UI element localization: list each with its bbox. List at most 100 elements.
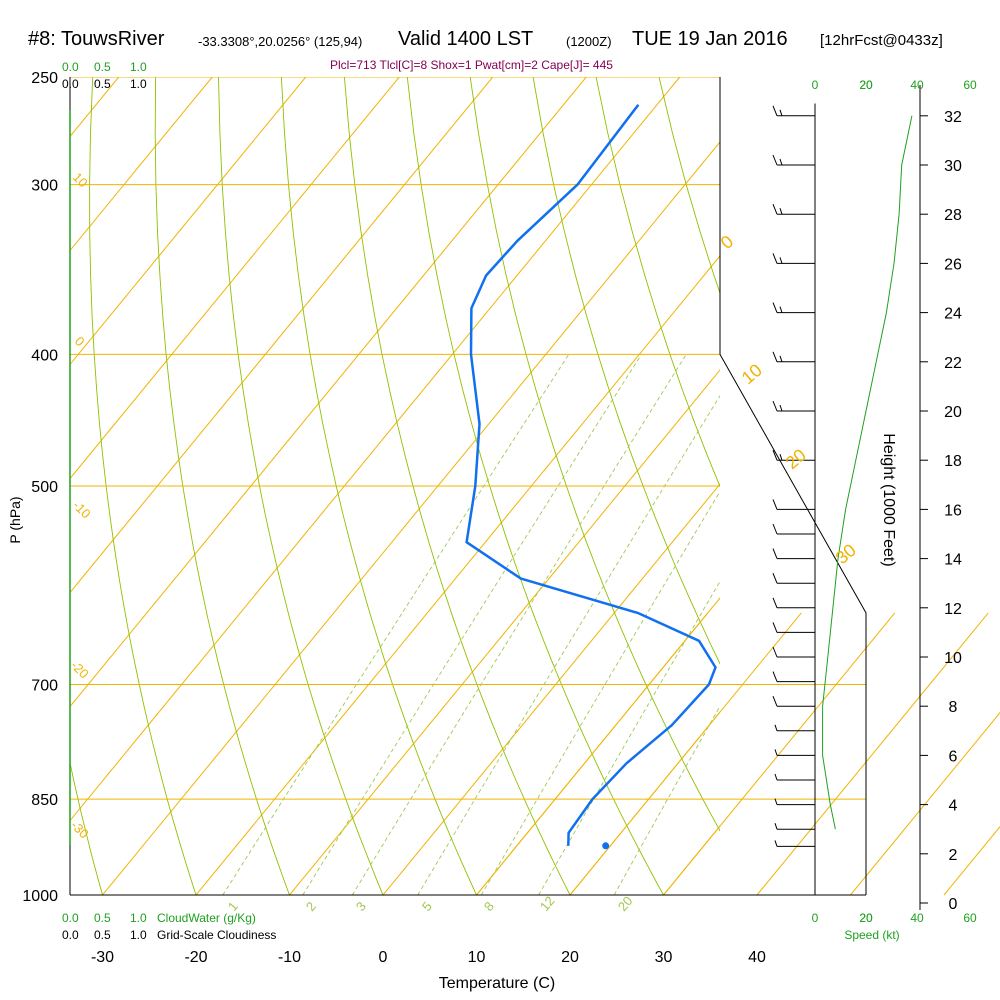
dry-adiabat-line [280, 77, 477, 895]
temperature-tick-label: -10 [278, 949, 301, 966]
isotherm-label-left: 0 [72, 334, 88, 350]
wind-barb [772, 548, 815, 560]
isotherm-label: 10 [738, 360, 766, 388]
mixing-ratio-label: 12 [537, 893, 558, 914]
wind-barb [774, 823, 815, 830]
mixing-ratio-line [480, 490, 720, 895]
cloudwater-tick-top: 0.5 [94, 60, 111, 74]
wind-barb [774, 749, 815, 756]
cloudwater-legend-label: CloudWater (g/Kg) [157, 911, 256, 925]
pressure-tick-label: 300 [31, 178, 58, 195]
speed-tick-bottom: 20 [859, 911, 873, 925]
speed-axis-label: Speed (kt) [844, 928, 899, 942]
temperature-tick-label: 20 [561, 949, 579, 966]
wind-barb [772, 646, 815, 658]
wind-barb [774, 773, 815, 781]
dewpoint-line [465, 103, 717, 846]
height-tick-label: 4 [949, 798, 958, 815]
dry-adiabat-line [154, 77, 290, 895]
speed-tick-top: 20 [859, 78, 873, 92]
wind-barb [772, 302, 815, 314]
wind-barb [772, 351, 815, 363]
wind-barb [772, 154, 815, 166]
isotherm-extension [476, 612, 709, 896]
cloudwater-tick-top: 0.0 [62, 60, 79, 74]
wind-barb [772, 622, 815, 633]
y-axis-title: P (hPa) [7, 496, 23, 543]
speed-tick-green-top: 20 [859, 78, 873, 92]
isotherm-label-left: -20 [68, 658, 92, 682]
speed-tick-top: 0 [812, 78, 819, 92]
height-tick-label: 8 [949, 699, 958, 716]
height-tick-label: 20 [944, 404, 962, 421]
station-coords: -33.3308°,20.0256° (125,94) [198, 34, 363, 49]
height-tick-label: 12 [944, 601, 962, 618]
sounding-profiles [465, 103, 856, 850]
isotherm-label-left: 10 [70, 170, 91, 191]
isotherm-line [757, 77, 1000, 895]
cloudiness-tick-top: 0.0 [62, 77, 79, 91]
temperature-tick-label: -30 [91, 949, 114, 966]
wind-panel-grid [476, 612, 1000, 896]
x-axis-title: Temperature (C) [439, 975, 555, 992]
dry-adiabat-line [89, 77, 197, 895]
mixing-ratio-line [613, 705, 720, 895]
height-tick-label: 28 [944, 207, 962, 224]
cloudiness-tick-bottom: 0.0 [62, 928, 79, 942]
wind-barb [774, 724, 815, 732]
isotherm-extension [943, 825, 1000, 896]
height-tick-label: 14 [944, 552, 962, 569]
isotherm-label: 20 [782, 445, 810, 473]
cloudwater-tick-bottom: 1.0 [130, 911, 147, 925]
forecast-tag: [12hrFcst@0433z] [820, 32, 943, 49]
isotherm-line [0, 77, 25, 895]
valid-zulu: (1200Z) [566, 34, 612, 49]
isotherm-line [70, 77, 307, 366]
parcel-path-line [737, 127, 856, 846]
mixing-ratio-line [302, 354, 642, 895]
height-tick-label: 26 [944, 256, 962, 273]
surface-dewpoint-dot [602, 842, 610, 850]
temperature-tick-label: -20 [184, 949, 207, 966]
dry-adiabat-line [532, 77, 720, 665]
height-tick-label: 6 [949, 748, 958, 765]
mixing-ratio-label: 2 [303, 899, 319, 914]
cloudwater-tick-bottom: 0.5 [94, 911, 111, 925]
pressure-tick-label: 500 [31, 479, 58, 496]
cloudiness-tick-top: 0.5 [94, 77, 111, 91]
temperature-tick-label: 10 [468, 949, 486, 966]
wind-barb [772, 696, 815, 707]
height-axis-title: Height (1000 Feet) [880, 433, 897, 566]
cloudiness-tick-bottom: 1.0 [130, 928, 147, 942]
thermo-grid [0, 77, 1000, 895]
height-tick-label: 2 [949, 847, 958, 864]
cloudwater-tick-top: 1.0 [130, 60, 147, 74]
wind-barb [772, 105, 815, 117]
speed-tick-green-bottom: 20 [859, 911, 873, 925]
height-tick-label: 30 [944, 158, 962, 175]
mixing-ratio-label: 8 [481, 899, 497, 914]
surface-temperature-dot [752, 842, 759, 849]
dry-adiabat-line [406, 77, 664, 895]
indices-line: Plcl=713 Tlcl[C]=8 Shox=1 Pwat[cm]=2 Cap… [330, 58, 613, 72]
dry-adiabat-line [595, 77, 720, 488]
dry-adiabat-line [70, 760, 103, 895]
isotherm-line [70, 77, 213, 252]
temperature-line [725, 105, 822, 846]
height-tick-label: 10 [944, 650, 962, 667]
mixing-ratio-line [222, 354, 570, 895]
isotherm-line [944, 77, 1000, 895]
mixing-ratio-label: 5 [419, 899, 435, 914]
speed-tick-green-top: 60 [963, 78, 977, 92]
height-tick-label: 0 [949, 896, 958, 913]
temperature-tick-label: 40 [748, 949, 766, 966]
station-name: #8: TouwsRiver [28, 28, 165, 50]
height-tick-label: 18 [944, 453, 962, 470]
isotherm-label: 30 [832, 540, 860, 568]
isotherm-label-left: -10 [70, 498, 94, 522]
dry-adiabat-line [469, 77, 720, 832]
wind-barb [772, 450, 815, 461]
cloudiness-legend-label: Grid-Scale Cloudiness [157, 928, 276, 942]
